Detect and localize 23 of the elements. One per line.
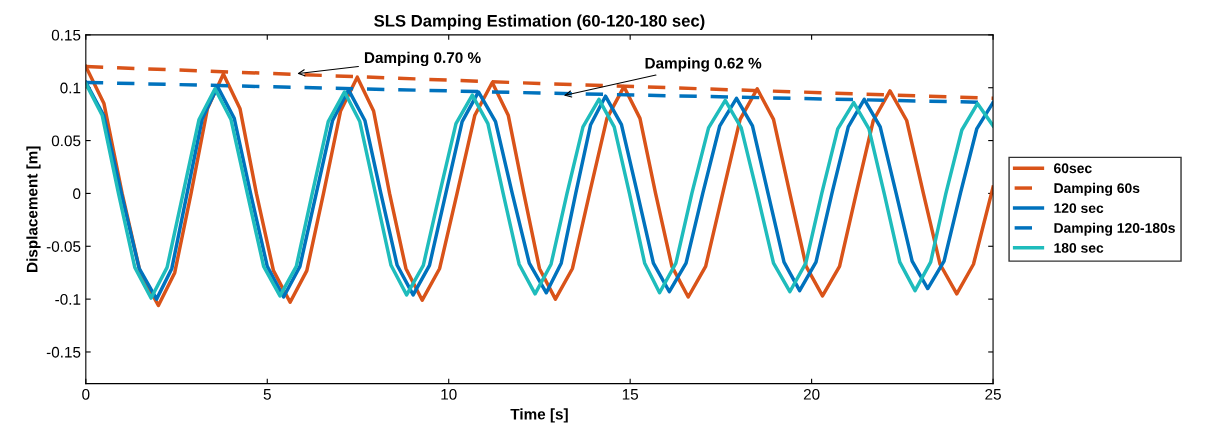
y-tick-label: 0.15 — [51, 29, 81, 41]
x-tick-label: 25 — [985, 388, 1001, 400]
y-tick-label: 0 — [73, 188, 81, 200]
x-tick-label: 5 — [263, 389, 271, 400]
y-tick-label: -0.1 — [55, 293, 81, 305]
x-tick-label: 15 — [622, 389, 639, 400]
y-tick-label: -0.05 — [46, 241, 81, 252]
y-axis-title: Displacement [m] — [26, 146, 41, 272]
chart-title: SLS Damping Estimation (60-120-180 sec) — [374, 14, 705, 31]
legend-label: 180 sec — [1054, 243, 1104, 253]
x-tick-label: 20 — [803, 388, 820, 400]
y-tick-label: 0.1 — [60, 82, 81, 94]
legend-label: 120 sec — [1054, 203, 1104, 214]
legend-label: Damping 120-180s — [1054, 222, 1175, 236]
x-tick-label: 0 — [82, 388, 90, 400]
y-tick-label: -0.15 — [46, 346, 81, 358]
legend-label: 60sec — [1054, 163, 1092, 174]
annotation: Damping 0.70 % — [364, 51, 481, 67]
annotation: Damping 0.62 % — [645, 57, 762, 72]
legend-label: Damping 60s — [1054, 182, 1140, 196]
y-tick-label: 0.05 — [51, 135, 81, 147]
x-axis-title: Time [s] — [510, 408, 568, 423]
x-tick-label: 10 — [441, 388, 457, 400]
